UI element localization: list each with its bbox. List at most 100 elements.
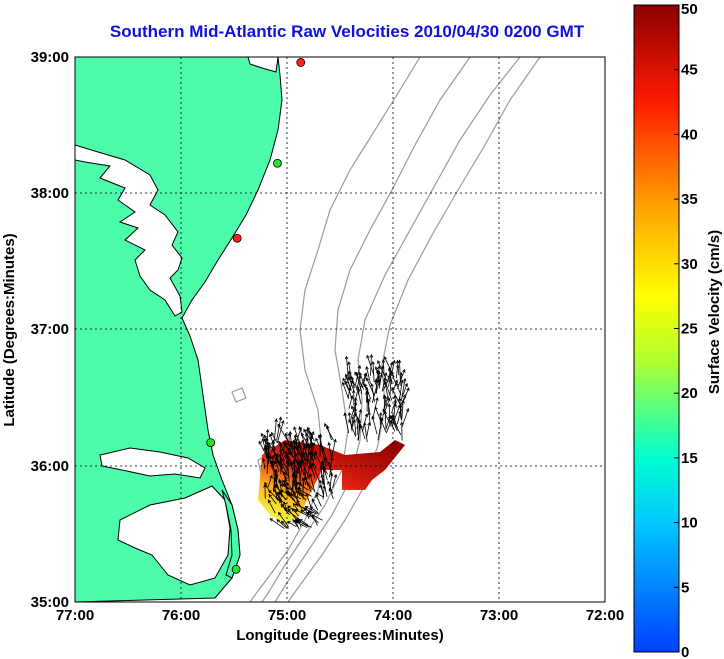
y-tick-label: 39:00 xyxy=(31,49,69,66)
velocity-vector-head xyxy=(260,432,265,437)
velocity-vector xyxy=(269,456,273,470)
velocity-vector-head xyxy=(287,508,291,512)
velocity-vector-head xyxy=(282,471,287,475)
velocity-vector xyxy=(262,458,266,470)
velocity-vector-head xyxy=(315,437,319,442)
velocity-vector xyxy=(287,521,297,528)
colorbar-tick-label: 35 xyxy=(681,191,698,208)
colorbar-label: Surface Velocity (cm/s) xyxy=(706,230,723,394)
velocity-vector xyxy=(293,480,297,492)
velocity-vector-head xyxy=(295,503,300,507)
velocity-vector xyxy=(372,361,375,383)
velocity-vector xyxy=(391,399,397,414)
velocity-vector-head xyxy=(328,487,333,492)
velocity-vector-head xyxy=(370,383,374,387)
velocity-vector-head xyxy=(342,377,346,382)
velocity-vector-head xyxy=(292,471,296,476)
velocity-vector-head xyxy=(268,455,273,460)
velocity-vector-head xyxy=(374,366,379,370)
velocity-vector xyxy=(323,466,325,485)
velocity-vector xyxy=(295,427,302,445)
velocity-vector xyxy=(283,463,289,487)
velocity-vector-head xyxy=(263,434,267,439)
velocity-vector xyxy=(327,481,334,494)
velocity-vector-head xyxy=(402,368,406,373)
velocity-vector xyxy=(380,418,387,433)
velocity-vector-head xyxy=(308,473,313,477)
velocity-vector xyxy=(311,442,315,458)
y-tick-labels: 39:00 38:00 37:00 36:00 35:00 xyxy=(31,49,69,611)
velocity-vector xyxy=(372,416,378,435)
velocity-vector xyxy=(300,510,315,519)
velocity-vector-head xyxy=(327,441,331,446)
velocity-vector xyxy=(352,413,356,428)
velocity-vector xyxy=(297,441,300,456)
velocity-vector xyxy=(281,520,289,529)
velocity-vector-head xyxy=(375,379,380,384)
velocity-vector xyxy=(321,447,328,461)
velocity-vector-head xyxy=(292,518,296,523)
velocity-vector-head xyxy=(319,464,323,469)
radar-station-marker xyxy=(232,233,242,243)
velocity-vector xyxy=(287,461,290,483)
velocity-vector xyxy=(306,482,315,492)
velocity-vector-head xyxy=(275,497,280,501)
velocity-vector xyxy=(401,383,408,399)
velocity-vector-head xyxy=(383,377,387,382)
velocity-vector-head xyxy=(352,419,357,423)
velocity-vector-head xyxy=(302,507,307,511)
velocity-vector xyxy=(328,442,333,460)
velocity-vector xyxy=(294,445,307,467)
bathymetry-contours xyxy=(231,57,541,602)
velocity-vector xyxy=(348,419,357,437)
velocity-vector xyxy=(272,489,283,503)
velocity-vector-head xyxy=(268,433,273,438)
velocity-vector xyxy=(315,438,321,449)
velocity-vector xyxy=(308,451,312,464)
velocity-vector-head xyxy=(406,387,410,392)
velocity-vector xyxy=(270,460,279,480)
velocity-vector-head xyxy=(275,457,279,462)
velocity-vector xyxy=(316,492,324,498)
velocity-vector-head xyxy=(387,367,392,372)
velocity-vector xyxy=(294,434,298,450)
velocity-vector-head xyxy=(395,382,399,387)
velocity-vector-head xyxy=(365,377,370,382)
velocity-vector-head xyxy=(279,489,284,493)
velocity-vector xyxy=(345,376,352,390)
velocity-vector xyxy=(314,452,322,465)
velocity-vector-head xyxy=(345,375,349,380)
velocity-vector-head xyxy=(314,452,318,456)
velocity-vector-head xyxy=(350,415,355,420)
radar-station-marker xyxy=(273,158,282,168)
velocity-vector xyxy=(311,463,320,482)
velocity-vector-head xyxy=(374,378,378,383)
velocity-vector-head xyxy=(297,517,301,522)
velocity-vector-head xyxy=(294,469,298,474)
velocity-vector-head xyxy=(294,482,298,487)
radar-station-marker xyxy=(296,58,306,67)
velocity-vector-head xyxy=(276,491,280,496)
x-tick-label: 73:00 xyxy=(480,607,518,624)
velocity-vector-head xyxy=(363,421,367,426)
velocity-vector xyxy=(265,445,274,460)
velocity-vector-head xyxy=(322,484,326,489)
velocity-vector-head xyxy=(383,372,388,376)
velocity-vector xyxy=(294,459,302,481)
velocity-vector-head xyxy=(274,460,279,465)
velocity-vector-head xyxy=(306,482,310,486)
colorbar-tick-label: 20 xyxy=(681,385,698,402)
y-tick-label: 35:00 xyxy=(31,594,69,611)
velocity-vector xyxy=(268,499,276,514)
velocity-vector-head xyxy=(278,440,282,445)
velocity-vector-head xyxy=(287,505,291,509)
velocity-vector xyxy=(288,433,290,447)
velocity-vector xyxy=(400,404,402,421)
velocity-vector xyxy=(258,441,267,455)
velocity-vector xyxy=(362,373,367,388)
velocity-vector xyxy=(342,382,349,399)
velocity-vector xyxy=(374,406,382,422)
velocity-vector-head xyxy=(355,416,360,421)
velocity-vector xyxy=(357,372,367,395)
velocity-vector-head xyxy=(292,439,296,444)
